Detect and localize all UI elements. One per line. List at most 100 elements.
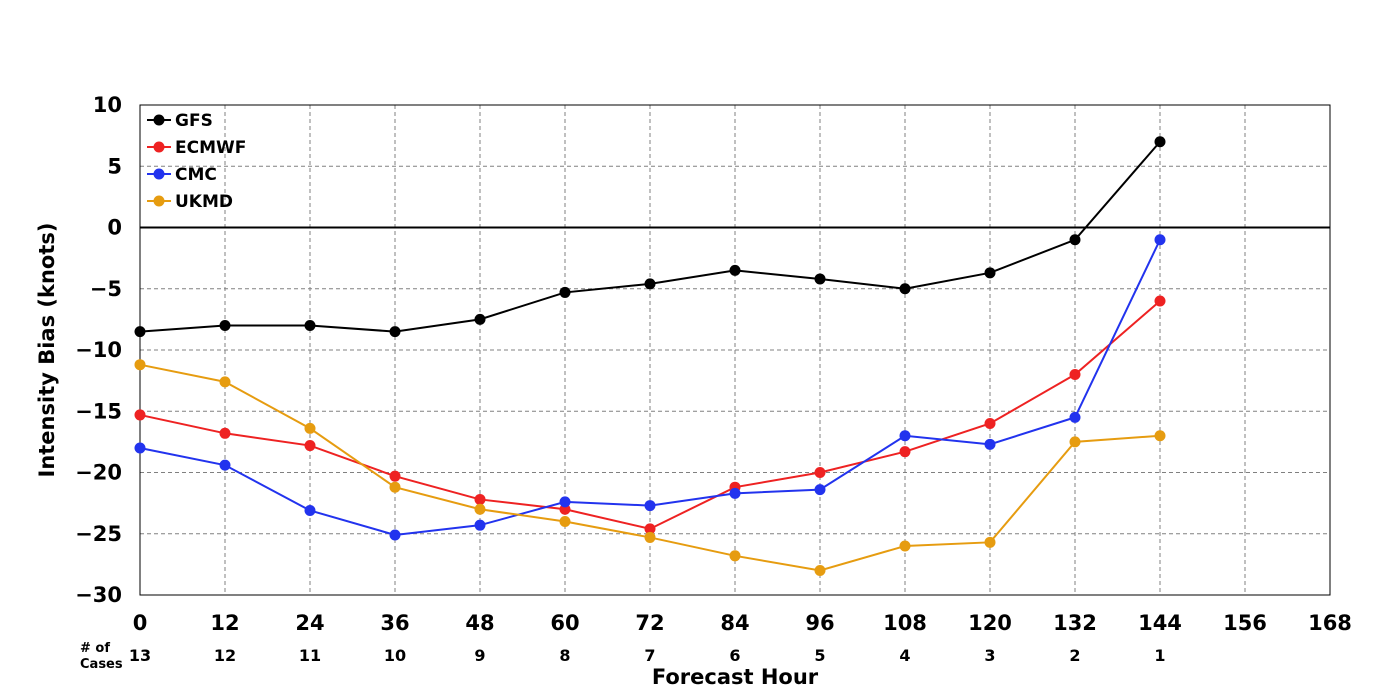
case-count: 5 [814,646,825,665]
data-point-gfs [474,313,486,325]
data-point-ukmd [474,503,486,515]
data-point-ecmwf [304,440,316,452]
y-axis-title: Intensity Bias (knots) [35,223,59,478]
case-count: 10 [384,646,406,665]
y-tick-label: −20 [75,461,122,485]
data-point-ecmwf [389,470,401,482]
y-tick-label: 10 [93,93,122,117]
x-tick-label: 132 [1053,611,1097,635]
legend-item-ecmwf: ECMWF [147,138,246,158]
data-point-ukmd [1154,430,1166,442]
x-tick-label: 0 [133,611,148,635]
data-point-gfs [134,326,146,338]
y-tick-label: −10 [75,338,122,362]
x-tick-label: 36 [380,611,409,635]
y-tick-label: −30 [75,583,122,607]
legend-label: GFS [175,111,213,131]
data-point-cmc [984,438,996,450]
data-point-ukmd [134,359,146,371]
legend-label: UKMD [175,192,233,212]
legend-marker [153,168,165,180]
y-tick-label: −5 [90,277,122,301]
cases-title-line2: Cases [80,657,123,672]
case-count: 9 [474,646,485,665]
legend-marker [153,141,165,153]
legend-marker [153,114,165,126]
case-count: 2 [1069,646,1080,665]
plot-border [139,104,1331,596]
data-point-gfs [304,320,316,331]
data-point-cmc [899,430,911,442]
x-tick-label: 84 [720,611,749,635]
series-layer [134,136,1166,576]
x-tick-label: 108 [883,611,927,635]
data-point-gfs [984,267,996,279]
x-tick-label: 156 [1223,611,1267,635]
data-point-cmc [814,484,826,496]
x-tick-label: 60 [550,611,579,635]
data-point-ukmd [1069,436,1081,448]
data-point-cmc [559,496,571,508]
cases-row: # of Cases 13 12 11 10 9 8 7 6 5 4 3 2 1 [80,641,1166,672]
x-tick-label: 168 [1308,611,1352,635]
x-tick-label: 96 [805,611,834,635]
data-point-ecmwf [134,409,146,421]
data-point-gfs [899,283,911,295]
data-point-ukmd [304,422,316,434]
data-point-ukmd [984,536,996,548]
data-point-gfs [814,273,826,285]
data-point-cmc [304,504,316,516]
x-tick-label: 48 [465,611,494,635]
data-point-ecmwf [984,418,996,429]
legend-marker [153,195,165,207]
legend-item-ukmd: UKMD [147,192,233,212]
plot-frame [139,104,1331,596]
case-count: 12 [214,646,236,665]
y-tick-label: 5 [107,154,122,178]
case-count: 11 [299,646,321,665]
y-tick-label: 0 [107,216,122,240]
data-point-ukmd [219,376,231,388]
data-point-gfs [559,286,571,298]
case-count: 8 [559,646,570,665]
data-point-ukmd [729,550,741,562]
x-tick-label: 72 [635,611,664,635]
data-point-ecmwf [219,427,231,439]
grid [140,105,1330,595]
data-point-ecmwf [1069,369,1081,380]
legend-item-gfs: GFS [147,111,213,131]
data-point-gfs [644,278,656,290]
cases-title-line1: # of [80,641,110,656]
data-point-ecmwf [1154,295,1166,307]
data-point-ecmwf [474,493,486,505]
data-point-cmc [1069,411,1081,423]
legend: GFS ECMWF CMC UKMD [147,111,246,212]
data-point-ukmd [814,565,826,576]
x-tick-label: 144 [1138,611,1182,635]
legend-label: ECMWF [175,138,246,158]
legend-label: CMC [175,165,217,185]
data-point-ecmwf [644,523,656,535]
tick-labels: 0 12 24 36 48 60 72 84 96 108 120 132 144 156 1681050−… [75,93,1352,635]
data-point-ecmwf [899,446,911,458]
data-point-ukmd [644,531,656,543]
case-count: 4 [899,646,910,665]
y-tick-label: −15 [75,399,122,423]
legend-item-cmc: CMC [147,165,217,185]
y-tick-label: −25 [75,522,122,546]
data-point-cmc [134,442,146,454]
case-count: 3 [984,646,995,665]
data-point-cmc [474,519,486,531]
x-tick-label: 120 [968,611,1012,635]
data-point-ecmwf [814,467,826,478]
data-point-cmc [219,459,231,471]
case-count: 13 [129,646,151,665]
data-point-cmc [644,500,656,512]
data-point-ukmd [899,540,911,552]
data-point-gfs [1069,234,1081,246]
case-count: 6 [729,646,740,665]
x-tick-label: 12 [210,611,239,635]
data-point-gfs [1154,136,1166,148]
x-tick-label: 24 [295,611,324,635]
